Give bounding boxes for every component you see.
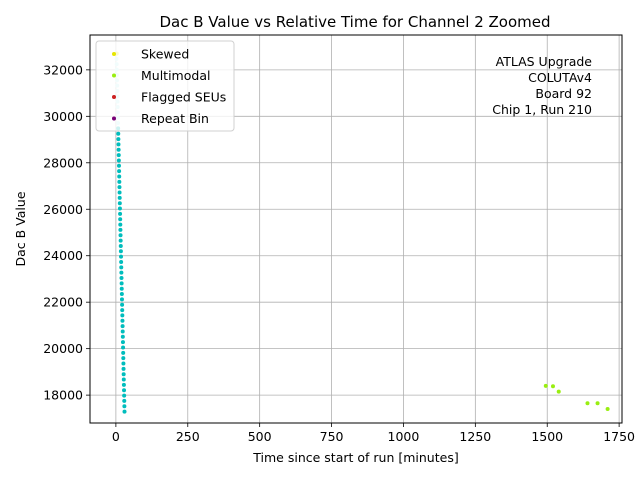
main-cluster-point xyxy=(118,243,123,248)
main-cluster-point xyxy=(120,318,125,323)
main-cluster-point xyxy=(119,254,124,259)
y-tick-label: 32000 xyxy=(43,62,83,77)
main-cluster-point xyxy=(119,281,124,286)
x-tick-label: 1000 xyxy=(388,429,420,444)
y-tick-label: 20000 xyxy=(43,341,83,356)
main-cluster-point xyxy=(122,398,127,403)
main-cluster-point xyxy=(118,222,123,227)
main-cluster-point xyxy=(122,409,127,414)
main-cluster-point xyxy=(122,388,127,393)
legend-marker xyxy=(112,52,116,56)
main-cluster-point xyxy=(117,201,122,206)
main-cluster-point xyxy=(118,238,123,243)
legend-label: Flagged SEUs xyxy=(141,90,226,105)
y-tick-label: 18000 xyxy=(43,388,83,403)
main-cluster-point xyxy=(116,158,121,163)
main-cluster-point xyxy=(116,142,121,147)
main-cluster-point xyxy=(116,131,121,136)
main-cluster-point xyxy=(118,227,123,232)
x-tick-label: 1250 xyxy=(459,429,491,444)
x-tick-label: 1750 xyxy=(603,429,635,444)
y-ticks: 18000 20000 22000 24000 26000 28000 30000 32000 xyxy=(43,62,90,403)
x-tick-label: 0 xyxy=(112,429,120,444)
main-cluster-point xyxy=(118,249,123,254)
main-cluster-point xyxy=(122,393,127,398)
main-cluster-point xyxy=(121,356,126,361)
main-cluster-point xyxy=(121,345,126,350)
annotation-line: Board 92 xyxy=(535,86,592,101)
main-cluster-point xyxy=(121,372,126,377)
main-cluster-point xyxy=(118,233,123,238)
x-tick-label: 1500 xyxy=(531,429,563,444)
series-point xyxy=(595,401,600,406)
x-axis-label: Time since start of run [minutes] xyxy=(252,450,458,465)
main-cluster-point xyxy=(116,147,121,152)
main-cluster-point xyxy=(122,404,127,409)
main-cluster-point xyxy=(118,217,123,222)
main-cluster-point xyxy=(119,265,124,270)
y-tick-label: 26000 xyxy=(43,202,83,217)
annotation-line: COLUTAv4 xyxy=(528,70,592,85)
y-tick-label: 24000 xyxy=(43,248,83,263)
main-cluster-point xyxy=(119,286,124,291)
main-cluster-point xyxy=(121,361,126,366)
main-cluster-point xyxy=(116,163,121,168)
x-ticks: 0 250 500 750 1000 1250 1500 1750 xyxy=(112,423,635,444)
x-tick-label: 500 xyxy=(248,429,272,444)
main-cluster-point xyxy=(116,153,121,158)
main-cluster-point xyxy=(117,206,122,211)
main-cluster-point xyxy=(120,313,125,318)
y-tick-label: 30000 xyxy=(43,109,83,124)
main-cluster-point xyxy=(120,329,125,334)
series-point xyxy=(605,407,610,412)
legend-marker xyxy=(112,73,116,78)
main-cluster-point xyxy=(117,195,122,200)
main-cluster-point xyxy=(121,382,126,387)
legend-marker xyxy=(112,95,116,99)
annotation-line: ATLAS Upgrade xyxy=(496,54,593,69)
main-cluster-point xyxy=(120,308,125,313)
y-tick-label: 22000 xyxy=(43,295,83,310)
annotation-line: Chip 1, Run 210 xyxy=(492,102,592,117)
main-cluster-point xyxy=(117,169,122,174)
main-cluster-point xyxy=(120,334,125,339)
main-cluster-point xyxy=(121,350,126,355)
main-cluster-point xyxy=(121,377,126,382)
x-tick-label: 250 xyxy=(176,429,200,444)
main-cluster-point xyxy=(120,324,125,329)
legend-marker xyxy=(112,116,116,121)
legend-label: Skewed xyxy=(141,47,189,62)
main-cluster-point xyxy=(121,366,126,371)
main-cluster-point xyxy=(119,270,124,275)
legend-label: Repeat Bin xyxy=(141,111,209,126)
main-cluster-point xyxy=(117,185,122,190)
legend-label: Multimodal xyxy=(141,68,210,83)
main-cluster-point xyxy=(116,137,121,142)
x-tick-label: 750 xyxy=(320,429,344,444)
series-point xyxy=(556,389,561,394)
main-cluster-point xyxy=(119,259,124,264)
main-cluster-point xyxy=(118,211,123,216)
main-cluster-point xyxy=(117,174,122,179)
series-point xyxy=(543,383,548,388)
series-point xyxy=(550,384,555,389)
y-axis-label: Dac B Value xyxy=(13,191,28,266)
main-cluster-point xyxy=(119,297,124,302)
legend-frame xyxy=(95,40,235,132)
main-cluster-point xyxy=(120,340,125,345)
series-point xyxy=(585,401,590,406)
y-tick-label: 28000 xyxy=(43,155,83,170)
main-cluster-point xyxy=(119,276,124,281)
grid xyxy=(90,35,622,423)
plot-frame xyxy=(89,34,623,424)
chart-title: Dac B Value vs Relative Time for Channel… xyxy=(159,13,550,31)
main-cluster-point xyxy=(120,302,125,307)
main-cluster-point xyxy=(117,179,122,184)
main-cluster-point xyxy=(117,190,122,195)
legend: Skewed Multimodal Flagged SEUs Repeat Bin xyxy=(95,40,235,132)
main-cluster-point xyxy=(119,292,124,297)
